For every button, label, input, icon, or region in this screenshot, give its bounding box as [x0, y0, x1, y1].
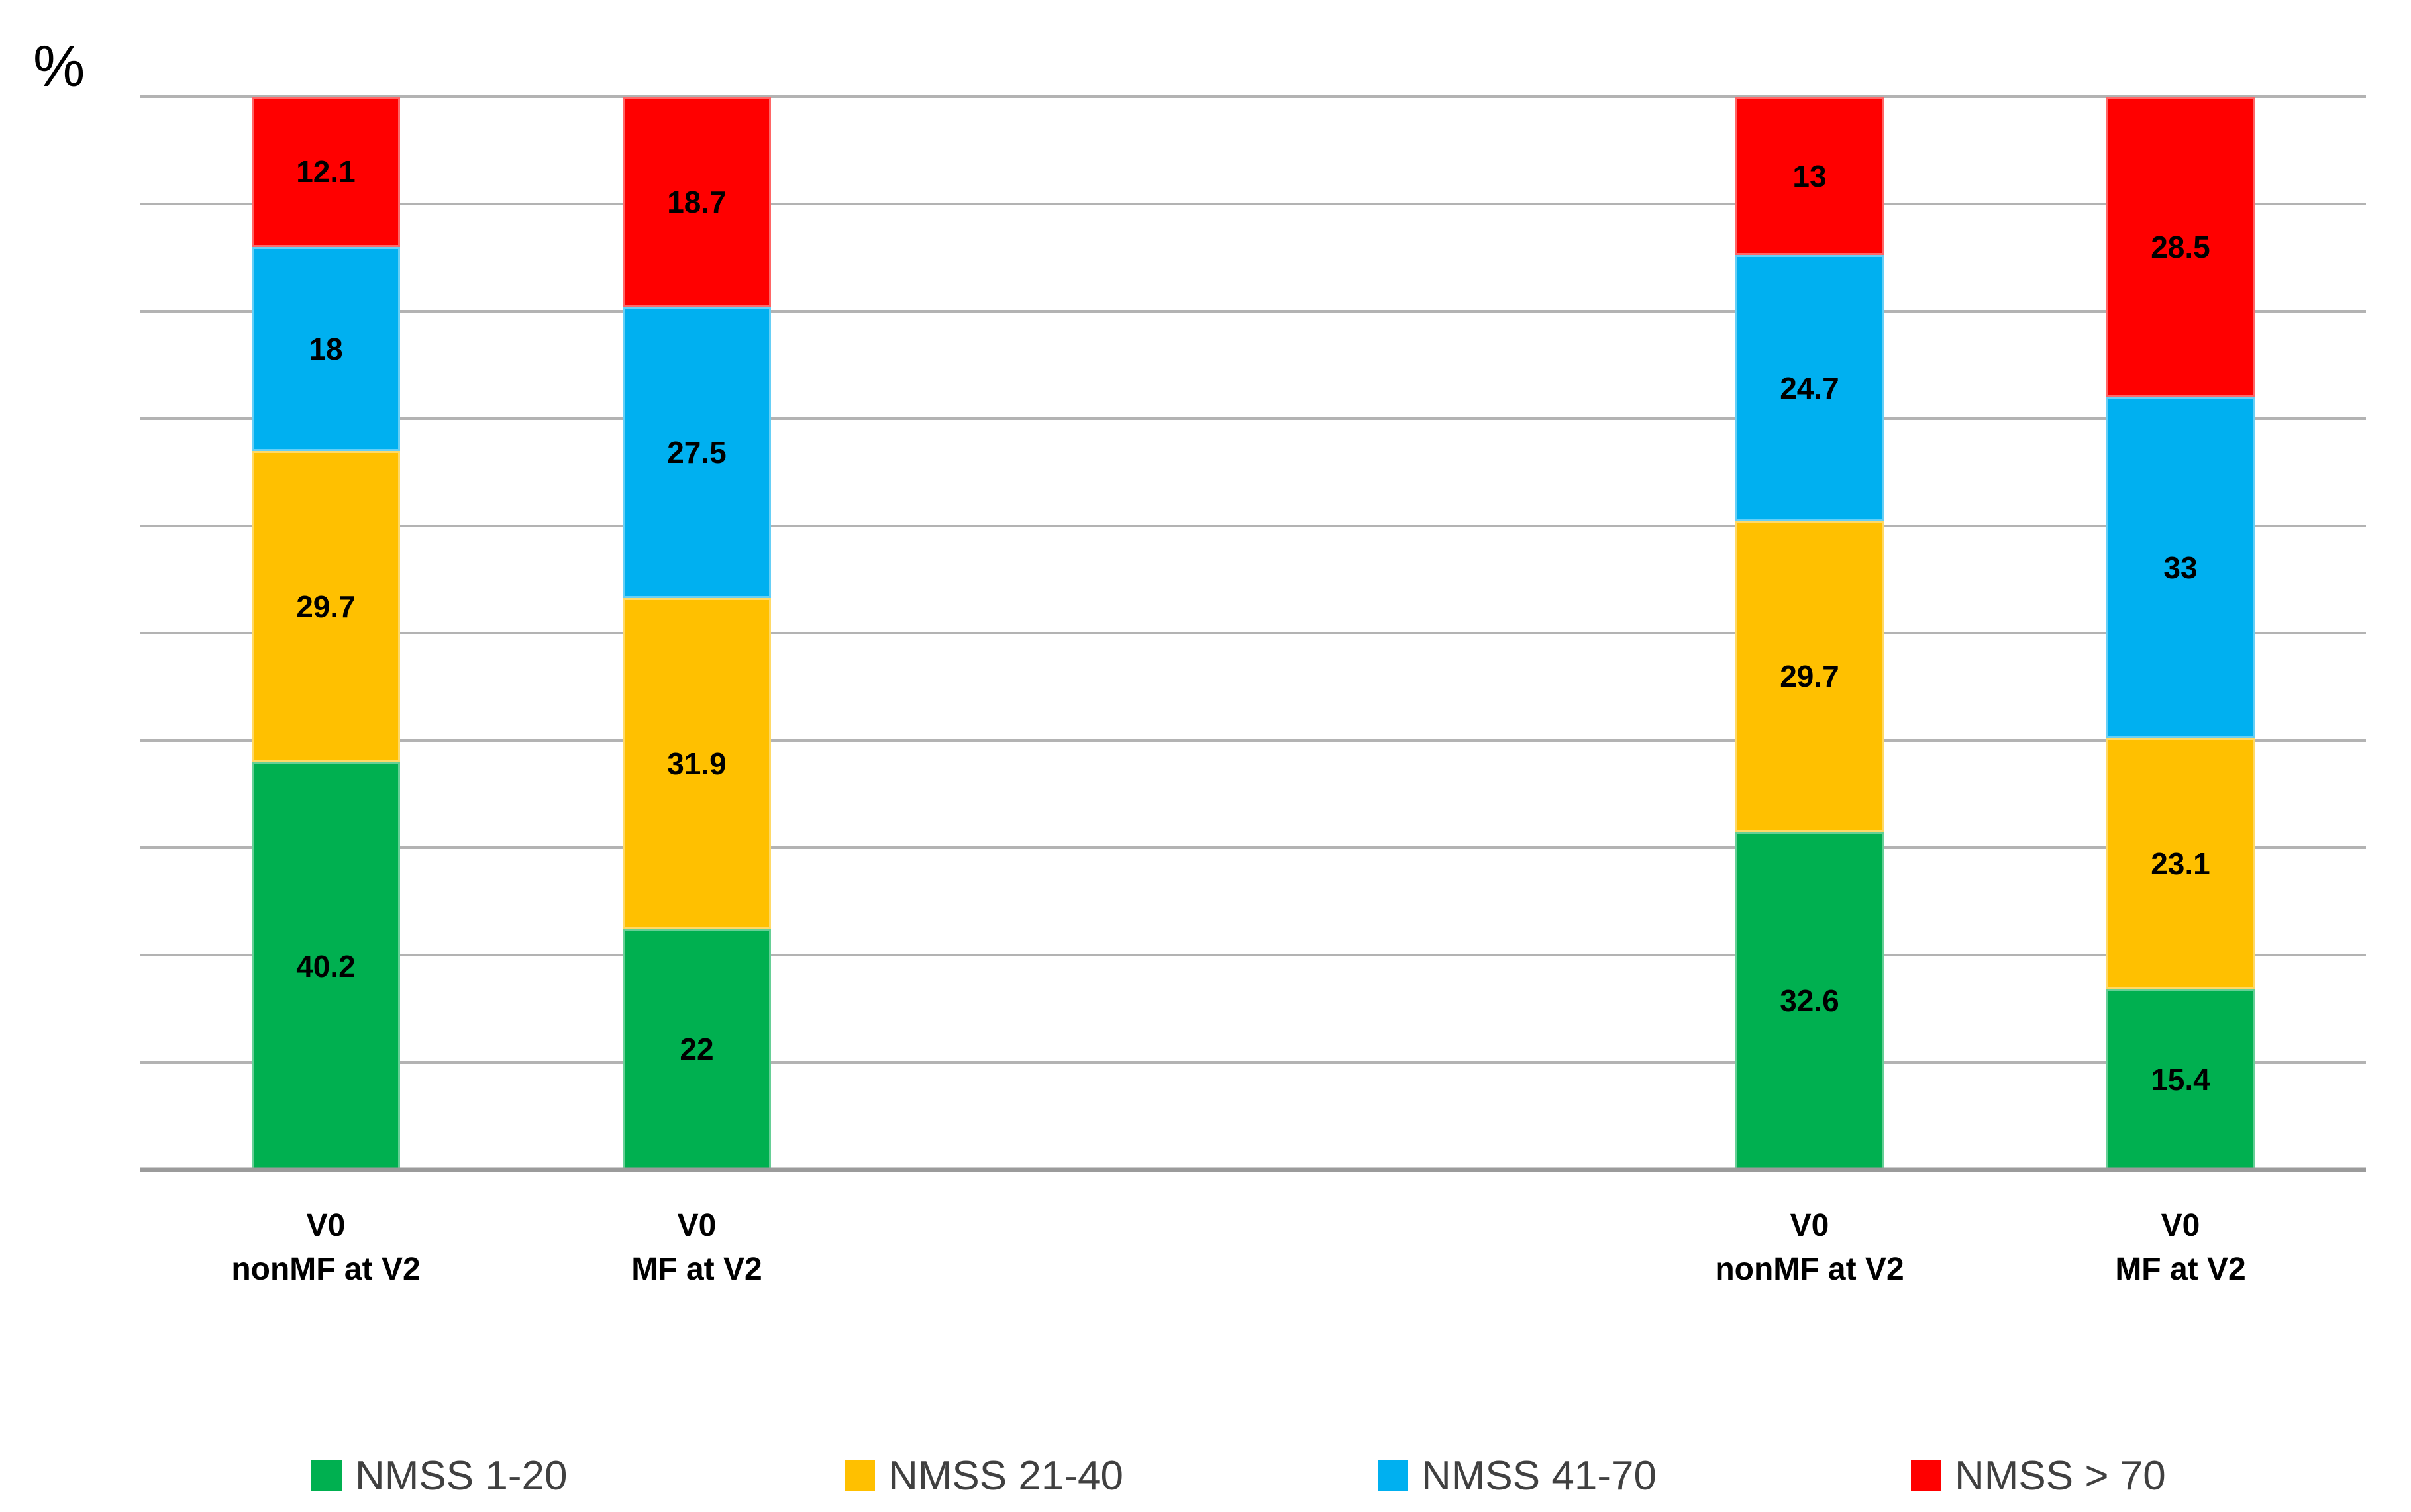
- data-label: 32.6: [1780, 983, 1839, 1019]
- data-label: 12.1: [296, 154, 356, 189]
- data-label: 29.7: [296, 589, 356, 625]
- bar-segment: 31.9: [622, 597, 771, 929]
- legend-swatch: [845, 1460, 875, 1491]
- stacked-bar: 12.1 18 29.7 40.2: [251, 97, 400, 1170]
- bar-segment: 23.1: [2106, 738, 2255, 989]
- bar-segment: 24.7: [1735, 255, 1884, 521]
- data-label: 24.7: [1780, 370, 1839, 405]
- data-label: 28.5: [2151, 229, 2210, 264]
- legend-swatch: [1378, 1460, 1408, 1491]
- gridline: [140, 525, 2366, 527]
- bar-segment: 18: [251, 246, 400, 452]
- gridline: [140, 417, 2366, 420]
- stacked-bar: 13 24.7 29.7 32.6: [1735, 97, 1884, 1170]
- legend-label: NMSS 1-20: [355, 1452, 568, 1499]
- legend-swatch: [311, 1460, 342, 1491]
- legend: NMSS 1-20 NMSS 21-40 NMSS 41-70 NMSS > 70: [0, 1452, 2411, 1501]
- gridline: [140, 739, 2366, 742]
- data-label: 40.2: [296, 948, 356, 983]
- x-axis-label-line: V0: [1790, 1208, 1829, 1243]
- bar-segment: 32.6: [1735, 832, 1884, 1170]
- data-label: 15.4: [2151, 1062, 2210, 1097]
- legend-label: NMSS > 70: [1955, 1452, 2166, 1499]
- plot-area: 12.1 18 29.7 40.2 18.7 27.5 31.9 22 13 24.7 29.7 32…: [140, 95, 2366, 1172]
- bar-segment: 18.7: [622, 97, 771, 307]
- data-label: 33: [2163, 550, 2198, 585]
- data-label: 31.9: [667, 746, 727, 781]
- bar-segment: 29.7: [1735, 521, 1884, 832]
- x-axis-label: V0 nonMF at V2: [1624, 1204, 1995, 1291]
- x-axis-label-line: V0: [2161, 1208, 2200, 1243]
- legend-item: NMSS > 70: [1911, 1452, 2166, 1499]
- data-label: 13: [1792, 158, 1827, 193]
- gridline: [140, 846, 2366, 849]
- legend-label: NMSS 21-40: [888, 1452, 1123, 1499]
- x-axis-label-line: MF at V2: [2115, 1252, 2246, 1287]
- legend-swatch: [1911, 1460, 1941, 1491]
- bar-segment: 13: [1735, 97, 1884, 256]
- stacked-bar: 18.7 27.5 31.9 22: [622, 97, 771, 1170]
- bar-segment: 22: [622, 929, 771, 1170]
- data-label: 29.7: [1780, 659, 1839, 694]
- gridline: [140, 203, 2366, 205]
- legend-item: NMSS 21-40: [845, 1452, 1123, 1499]
- data-label: 22: [680, 1032, 714, 1067]
- gridline: [140, 954, 2366, 956]
- gridline: [140, 1061, 2366, 1064]
- bar-segment: 33: [2106, 397, 2255, 738]
- gridline: [140, 95, 2366, 98]
- bar-segment: 15.4: [2106, 989, 2255, 1170]
- x-axis-label-line: MF at V2: [631, 1252, 762, 1287]
- x-axis-line: [140, 1167, 2366, 1172]
- x-axis-label-line: V0: [677, 1208, 717, 1243]
- bar-segment: 28.5: [2106, 97, 2255, 397]
- data-label: 18: [309, 332, 343, 367]
- y-axis-unit-label: %: [33, 33, 85, 99]
- bar-segment: 40.2: [251, 762, 400, 1170]
- stacked-bar: 28.5 33 23.1 15.4: [2106, 97, 2255, 1170]
- x-axis-label: V0 MF at V2: [1995, 1204, 2366, 1291]
- gridline: [140, 310, 2366, 313]
- x-axis-labels: V0 nonMF at V2 V0 MF at V2 V0 nonMF at V2 V0 MF…: [140, 1204, 2366, 1303]
- data-label: 23.1: [2151, 846, 2210, 882]
- legend-label: NMSS 41-70: [1421, 1452, 1657, 1499]
- x-axis-label-line: nonMF at V2: [1715, 1252, 1904, 1287]
- data-label: 27.5: [667, 435, 727, 470]
- legend-item: NMSS 41-70: [1378, 1452, 1657, 1499]
- x-axis-label-line: nonMF at V2: [231, 1252, 421, 1287]
- bar-segment: 29.7: [251, 451, 400, 763]
- bar-segment: 27.5: [622, 307, 771, 598]
- legend-item: NMSS 1-20: [311, 1452, 568, 1499]
- x-axis-label: V0 MF at V2: [511, 1204, 882, 1291]
- x-axis-label-line: V0: [306, 1208, 346, 1243]
- bar-segment: 12.1: [251, 97, 400, 247]
- gridline: [140, 632, 2366, 634]
- x-axis-label: V0 nonMF at V2: [140, 1204, 511, 1291]
- data-label: 18.7: [667, 184, 727, 219]
